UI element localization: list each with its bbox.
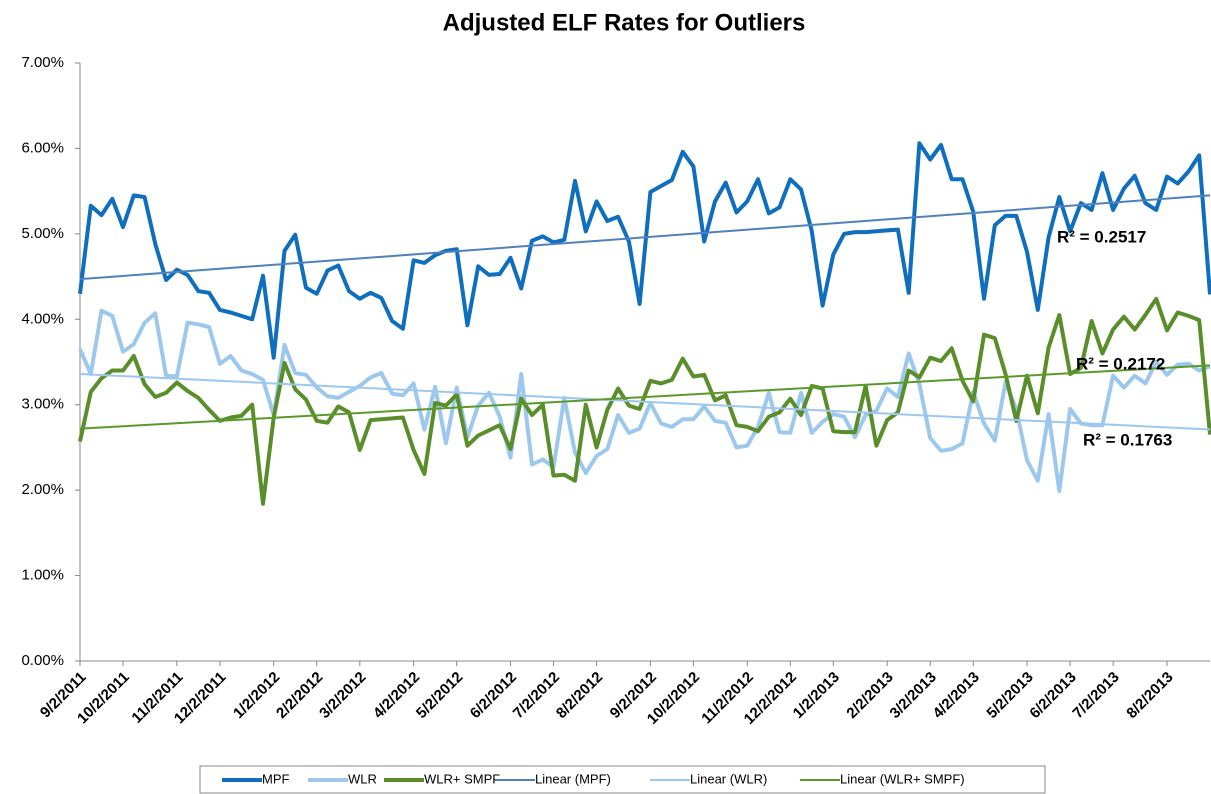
x-tick-label: 5/2/2012 [413, 669, 466, 722]
legend-label: WLR+ SMPF [424, 771, 500, 786]
y-tick-label: 0.00% [21, 652, 64, 669]
chart-title: Adjusted ELF Rates for Outliers [443, 9, 806, 36]
x-tick-label: 6/2/2013 [1026, 669, 1079, 722]
x-tick-label: 4/2/2013 [930, 669, 983, 722]
trend-line [79, 194, 1211, 281]
x-tick-label: 1/2/2012 [230, 669, 283, 722]
y-tick-label: 1.00% [21, 567, 64, 584]
x-tick-label: 2/2/2013 [843, 669, 896, 722]
y-tick-label: 7.00% [21, 54, 64, 71]
r-squared-label: R² = 0.2172 [1076, 354, 1165, 373]
data-line [78, 308, 1211, 493]
x-tick-label: 7/2/2013 [1069, 669, 1122, 722]
x-tick-label: 2/2/2012 [273, 669, 326, 722]
data-line [78, 141, 1211, 360]
x-tick-label: 7/2/2012 [510, 669, 563, 722]
y-tick-label: 4.00% [21, 310, 64, 327]
legend-label: MPF [262, 771, 290, 786]
x-tick-label: 5/2/2013 [983, 669, 1036, 722]
x-tick-label: 6/2/2012 [467, 669, 520, 722]
y-tick-label: 3.00% [21, 396, 64, 413]
x-tick-label: 8/2/2013 [1123, 669, 1176, 722]
x-tick-label: 4/2/2012 [370, 669, 423, 722]
y-tick-label: 6.00% [21, 139, 64, 156]
x-tick-label: 3/2/2012 [316, 669, 369, 722]
y-tick-label: 2.00% [21, 481, 64, 498]
trend-line [79, 372, 1211, 431]
x-tick-label: 3/2/2013 [887, 669, 940, 722]
data-line [78, 296, 1211, 506]
r-squared-label: R² = 0.2517 [1057, 227, 1146, 246]
legend-label: WLR [348, 771, 377, 786]
r-squared-label: R² = 0.1763 [1083, 430, 1172, 449]
trend-line [79, 364, 1211, 430]
legend-label: Linear (MPF) [535, 771, 611, 786]
legend-label: Linear (WLR+ SMPF) [840, 771, 965, 786]
x-tick-label: 1/2/2013 [790, 669, 843, 722]
x-tick-label: 8/2/2012 [553, 669, 606, 722]
y-tick-label: 5.00% [21, 225, 64, 242]
legend-label: Linear (WLR) [690, 771, 767, 786]
